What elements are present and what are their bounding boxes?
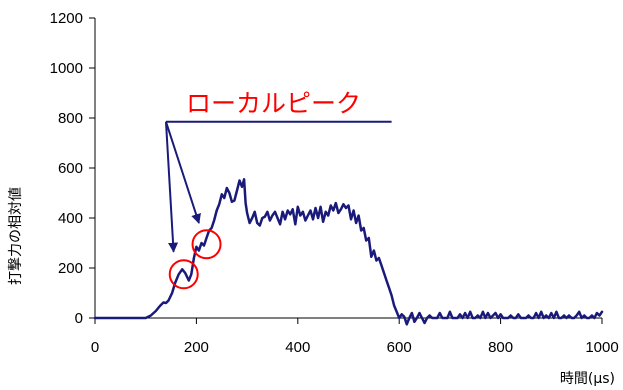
x-tick-label: 600: [387, 339, 412, 356]
annotation-arrow: [164, 121, 179, 253]
x-tick-label: 400: [285, 339, 310, 356]
series-layer: [93, 178, 604, 326]
highlight-circle: [191, 229, 222, 260]
y-tick-label: 400: [58, 210, 83, 227]
y-tick-label: 200: [58, 260, 83, 277]
annotation-layer: ローカルピーク: [164, 89, 392, 290]
y-tick-label: 0: [75, 310, 83, 327]
annotation-label: ローカルピーク: [186, 89, 361, 118]
y-tick-label: 800: [58, 110, 83, 127]
x-ticks: 0 200 400 600 800 1000: [91, 318, 619, 356]
series-line-0: [93, 178, 604, 326]
x-tick-label: 1000: [585, 339, 618, 356]
y-tick-label: 1200: [50, 10, 83, 27]
highlight-circle: [168, 259, 199, 290]
axes: [94, 18, 602, 319]
x-tick-label: 800: [488, 339, 513, 356]
x-axis-title: 時間(μs): [560, 371, 615, 387]
y-tick-label: 1000: [50, 60, 83, 77]
y-ticks: 0 200 400 600 800 1000 1200: [50, 10, 95, 327]
annotation-arrow: [165, 121, 201, 224]
y-tick-label: 600: [58, 160, 83, 177]
x-tick-label: 200: [184, 339, 209, 356]
x-tick-label: 0: [91, 339, 99, 356]
y-axis-title: 打撃力の相対値: [7, 187, 24, 285]
